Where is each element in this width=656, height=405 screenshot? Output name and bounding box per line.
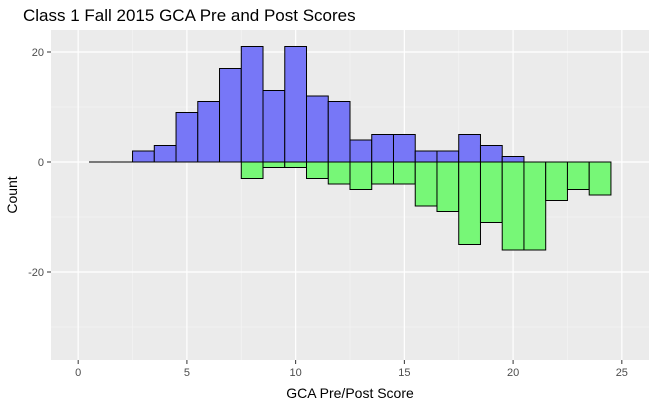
- histogram-bar: [588, 161, 612, 196]
- x-tick-label: 15: [398, 367, 410, 379]
- histogram-bar: [240, 161, 264, 179]
- histogram-bar: [566, 161, 590, 190]
- y-tick-label: 20: [32, 47, 44, 59]
- x-tick-label: 25: [616, 367, 628, 379]
- histogram-bar: [458, 161, 481, 245]
- histogram-bar: [284, 161, 308, 168]
- x-axis-ticks: 0 5 10 15 20 25: [75, 360, 628, 379]
- histogram-bar: [349, 161, 373, 190]
- histogram-bar: [479, 145, 503, 163]
- histogram-bar: [501, 156, 525, 163]
- y-axis-ticks: -20 0 20: [28, 47, 51, 279]
- histogram-bar: [501, 161, 525, 251]
- y-tick-label: -20: [28, 267, 44, 279]
- histogram-bar: [436, 161, 460, 212]
- histogram-bar: [306, 95, 329, 163]
- histogram-bar: [284, 46, 308, 163]
- post-score-bars: [89, 161, 612, 251]
- histogram-bar: [153, 145, 177, 163]
- histogram-bar: [414, 150, 438, 163]
- histogram-bar: [523, 161, 547, 251]
- chart-title: Class 1 Fall 2015 GCA Pre and Post Score…: [23, 6, 356, 25]
- histogram-bar: [219, 68, 242, 163]
- histogram-bar: [392, 161, 416, 185]
- histogram-bar: [262, 90, 286, 163]
- x-tick-label: 10: [290, 367, 302, 379]
- histogram-bar: [262, 161, 286, 168]
- x-axis-label: GCA Pre/Post Score: [286, 385, 414, 401]
- histogram-bar: [132, 150, 155, 163]
- histogram-bar: [392, 134, 416, 163]
- x-tick-label: 5: [184, 367, 190, 379]
- histogram-bar: [327, 161, 351, 185]
- histogram-bar: [327, 101, 351, 163]
- histogram-bar: [371, 161, 394, 185]
- x-tick-label: 20: [507, 367, 519, 379]
- histogram-bar: [436, 150, 460, 163]
- histogram-bar: [197, 101, 221, 163]
- histogram-bar: [306, 161, 329, 179]
- histogram-bar: [349, 139, 373, 163]
- y-axis-label: Count: [4, 176, 20, 213]
- histogram-bar: [175, 112, 199, 163]
- histogram-bar: [458, 134, 481, 163]
- y-tick-label: 0: [38, 157, 44, 169]
- histogram-bar: [371, 134, 394, 163]
- x-tick-label: 0: [75, 367, 81, 379]
- histogram-bar: [479, 161, 503, 223]
- histogram-bar: [240, 46, 264, 163]
- histogram-bar: [545, 161, 568, 201]
- histogram-bar: [414, 161, 438, 207]
